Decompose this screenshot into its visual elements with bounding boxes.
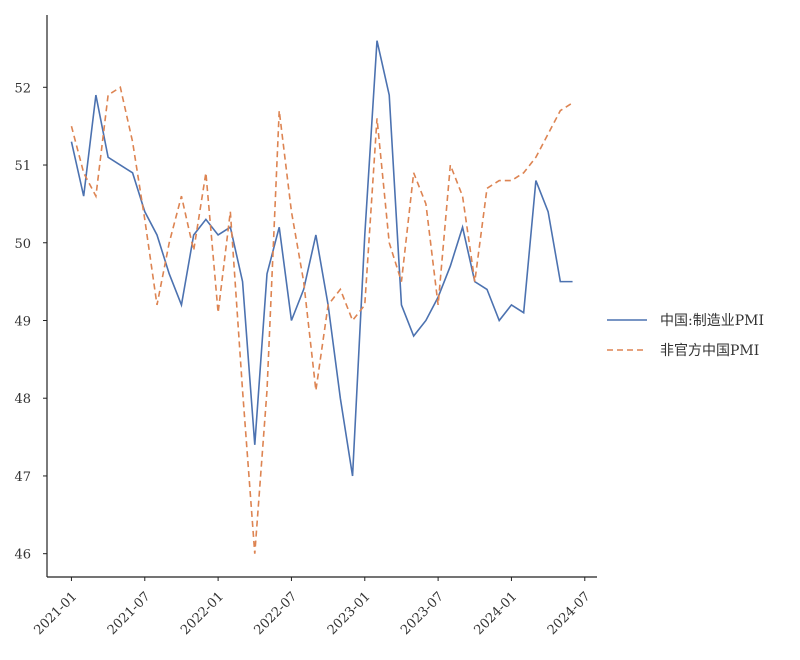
legend-label: 中国:制造业PMI xyxy=(660,313,764,329)
x-tick-label: 2023-07 xyxy=(398,589,447,638)
x-tick-label: 2023-01 xyxy=(325,589,374,638)
y-tick-label: 51 xyxy=(14,159,31,174)
x-tick-label: 2022-07 xyxy=(251,589,300,638)
x-tick-label: 2022-01 xyxy=(178,589,227,638)
y-tick-label: 48 xyxy=(14,392,31,407)
y-tick-label: 46 xyxy=(14,548,31,563)
y-tick-label: 52 xyxy=(14,81,31,96)
x-tick-label: 2024-07 xyxy=(545,589,594,638)
series-line xyxy=(70,86,573,554)
legend: 中国:制造业PMI 非官方中国PMI xyxy=(607,313,764,359)
y-tick-label: 49 xyxy=(14,314,31,329)
x-tick-label: 2024-01 xyxy=(471,589,520,638)
x-tick-label: 2021-01 xyxy=(31,589,80,638)
y-tick-label: 50 xyxy=(14,237,31,252)
series-line xyxy=(70,40,573,477)
legend-label: 非官方中国PMI xyxy=(660,343,759,359)
x-tick-label: 2021-07 xyxy=(105,589,154,638)
y-tick-label: 47 xyxy=(14,470,31,485)
